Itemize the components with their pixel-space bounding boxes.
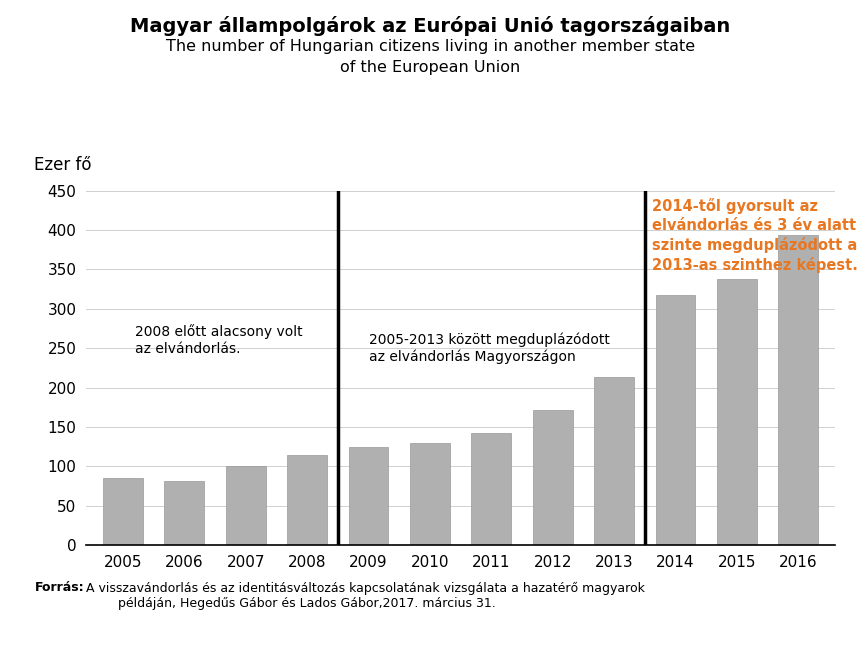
Bar [533, 410, 573, 545]
Text: A visszavándorlás és az identitásváltozás kapcsolatának vizsgálata a hazatérő ma: A visszavándorlás és az identitásváltozá… [82, 581, 645, 610]
Text: Magyar állampolgárok az Európai Unió tagországaiban: Magyar állampolgárok az Európai Unió tag… [130, 16, 731, 36]
Bar [410, 443, 450, 545]
Bar [226, 466, 266, 545]
Bar [164, 481, 204, 545]
Bar [778, 235, 818, 545]
Text: The number of Hungarian citizens living in another member state
of the European : The number of Hungarian citizens living … [166, 39, 695, 75]
Bar [103, 478, 143, 545]
Bar [471, 432, 511, 545]
Bar [594, 377, 634, 545]
Bar [349, 447, 388, 545]
Bar [655, 294, 696, 545]
Text: Ezer fő: Ezer fő [34, 156, 92, 174]
Bar [717, 279, 757, 545]
Text: 2008 előtt alacsony volt
az elvándorlás.: 2008 előtt alacsony volt az elvándorlás. [135, 325, 303, 355]
Text: 2005-2013 között megduplázódott
az elvándorlás Magyországon: 2005-2013 között megduplázódott az elván… [369, 332, 610, 364]
Text: Forrás:: Forrás: [34, 581, 84, 595]
Bar [288, 455, 327, 545]
Text: 2014-től gyorsult az
elvándorlás és 3 év alatt
szinte megduplázódott a
2013-as s: 2014-től gyorsult az elvándorlás és 3 év… [652, 198, 858, 273]
